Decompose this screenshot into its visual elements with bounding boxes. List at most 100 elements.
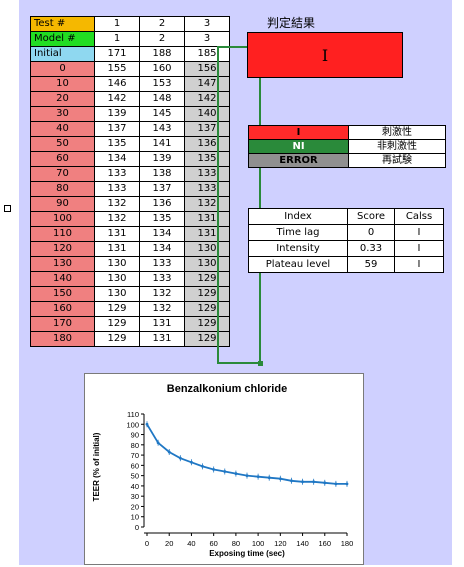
value-cell[interactable]: 130 [94, 271, 140, 287]
time-cell[interactable]: 10 [30, 76, 95, 92]
value-cell[interactable]: 130 [94, 286, 140, 302]
value-cell[interactable]: 146 [94, 76, 140, 92]
value-cell[interactable]: 139 [139, 151, 185, 167]
value-cell[interactable]: 137 [139, 181, 185, 197]
value-cell[interactable]: 148 [139, 91, 185, 107]
value-cell[interactable]: 160 [139, 61, 185, 77]
index-class-cell[interactable]: I [394, 256, 444, 273]
value-cell[interactable]: 140 [184, 106, 230, 122]
legend-label-cell[interactable]: 非刺激性 [348, 139, 446, 154]
value-cell[interactable]: 133 [94, 166, 140, 182]
value-cell[interactable]: 156 [184, 61, 230, 77]
legend-key-cell[interactable]: NI [248, 139, 349, 154]
time-cell[interactable]: 90 [30, 196, 95, 212]
value-cell[interactable]: 133 [94, 181, 140, 197]
value-cell[interactable]: 132 [139, 301, 185, 317]
value-cell[interactable]: 132 [139, 286, 185, 302]
value-cell[interactable]: 131 [139, 316, 185, 332]
time-cell[interactable]: 150 [30, 286, 95, 302]
legend-label-cell[interactable]: 再試験 [348, 153, 446, 168]
initial-value-cell[interactable]: 185 [184, 46, 230, 62]
value-cell[interactable]: 129 [184, 286, 230, 302]
value-cell[interactable]: 145 [139, 106, 185, 122]
value-cell[interactable]: 134 [139, 241, 185, 257]
value-cell[interactable]: 131 [94, 241, 140, 257]
initial-value-cell[interactable]: 188 [139, 46, 185, 62]
index-header-cell[interactable]: Index [248, 208, 348, 225]
value-cell[interactable]: 136 [184, 136, 230, 152]
time-cell[interactable]: 70 [30, 166, 95, 182]
time-cell[interactable]: 20 [30, 91, 95, 107]
value-cell[interactable]: 129 [184, 331, 230, 347]
index-header-cell[interactable]: Calss [394, 208, 444, 225]
value-cell[interactable]: 135 [184, 151, 230, 167]
value-cell[interactable]: 134 [139, 226, 185, 242]
time-cell[interactable]: 110 [30, 226, 95, 242]
index-class-cell[interactable]: I [394, 240, 444, 257]
value-cell[interactable]: 135 [94, 136, 140, 152]
time-cell[interactable]: 50 [30, 136, 95, 152]
value-cell[interactable]: 131 [94, 226, 140, 242]
model-num-cell[interactable]: 2 [139, 31, 185, 47]
model-num-cell[interactable]: 1 [94, 31, 140, 47]
value-cell[interactable]: 141 [139, 136, 185, 152]
value-cell[interactable]: 147 [184, 76, 230, 92]
value-cell[interactable]: 131 [184, 226, 230, 242]
time-cell[interactable]: 140 [30, 271, 95, 287]
legend-key-cell[interactable]: I [248, 125, 349, 140]
value-cell[interactable]: 153 [139, 76, 185, 92]
value-cell[interactable]: 129 [184, 271, 230, 287]
value-cell[interactable]: 130 [184, 256, 230, 272]
test-label-cell[interactable]: Test # [30, 16, 95, 32]
time-cell[interactable]: 0 [30, 61, 95, 77]
value-cell[interactable]: 133 [184, 181, 230, 197]
time-cell[interactable]: 120 [30, 241, 95, 257]
test-num-cell[interactable]: 2 [139, 16, 185, 32]
value-cell[interactable]: 130 [184, 241, 230, 257]
value-cell[interactable]: 129 [184, 301, 230, 317]
chart-box[interactable]: Benzalkonium chloride Exposing time (sec… [84, 373, 364, 565]
time-cell[interactable]: 100 [30, 211, 95, 227]
value-cell[interactable]: 142 [184, 91, 230, 107]
value-cell[interactable]: 138 [139, 166, 185, 182]
value-cell[interactable]: 132 [94, 196, 140, 212]
value-cell[interactable]: 132 [184, 196, 230, 212]
test-num-cell[interactable]: 3 [184, 16, 230, 32]
value-cell[interactable]: 134 [94, 151, 140, 167]
index-score-cell[interactable]: 0 [347, 224, 395, 241]
initial-value-cell[interactable]: 171 [94, 46, 140, 62]
time-cell[interactable]: 60 [30, 151, 95, 167]
value-cell[interactable]: 131 [184, 211, 230, 227]
value-cell[interactable]: 135 [139, 211, 185, 227]
index-class-cell[interactable]: I [394, 224, 444, 241]
test-num-cell[interactable]: 1 [94, 16, 140, 32]
selection-fill-handle[interactable] [258, 361, 263, 366]
initial-label-cell[interactable]: Initial [30, 46, 95, 62]
index-score-cell[interactable]: 0.33 [347, 240, 395, 257]
time-cell[interactable]: 80 [30, 181, 95, 197]
value-cell[interactable]: 137 [184, 121, 230, 137]
index-header-cell[interactable]: Score [347, 208, 395, 225]
model-num-cell[interactable]: 3 [184, 31, 230, 47]
time-cell[interactable]: 30 [30, 106, 95, 122]
index-name-cell[interactable]: Time lag [248, 224, 348, 241]
time-cell[interactable]: 40 [30, 121, 95, 137]
time-cell[interactable]: 160 [30, 301, 95, 317]
value-cell[interactable]: 142 [94, 91, 140, 107]
value-cell[interactable]: 155 [94, 61, 140, 77]
legend-key-cell[interactable]: ERROR [248, 153, 349, 168]
value-cell[interactable]: 133 [184, 166, 230, 182]
time-cell[interactable]: 130 [30, 256, 95, 272]
index-score-cell[interactable]: 59 [347, 256, 395, 273]
value-cell[interactable]: 129 [94, 331, 140, 347]
legend-label-cell[interactable]: 刺激性 [348, 125, 446, 140]
value-cell[interactable]: 143 [139, 121, 185, 137]
value-cell[interactable]: 133 [139, 271, 185, 287]
value-cell[interactable]: 137 [94, 121, 140, 137]
index-name-cell[interactable]: Intensity [248, 240, 348, 257]
model-label-cell[interactable]: Model # [30, 31, 95, 47]
result-box[interactable]: I [247, 32, 403, 78]
time-cell[interactable]: 180 [30, 331, 95, 347]
value-cell[interactable]: 133 [139, 256, 185, 272]
index-name-cell[interactable]: Plateau level [248, 256, 348, 273]
